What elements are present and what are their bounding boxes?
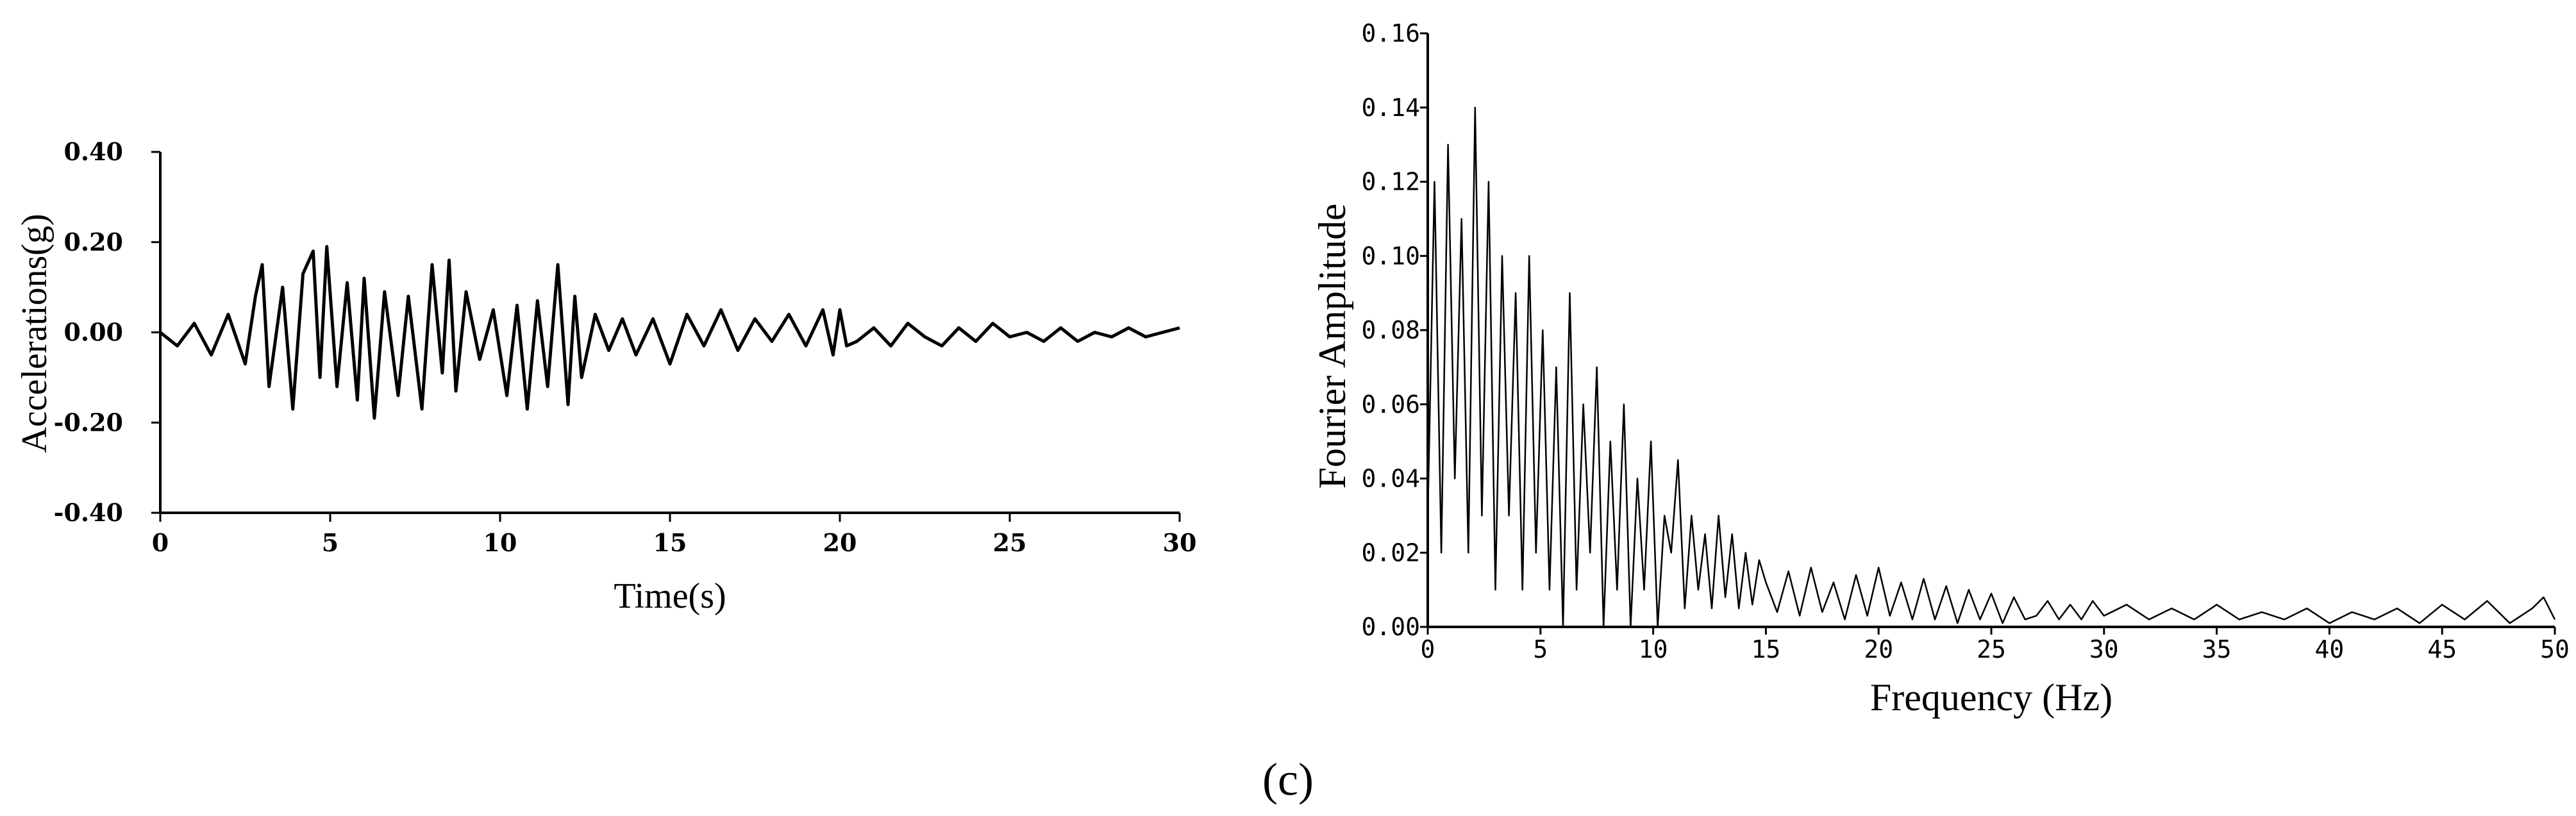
acceleration-time-history-chart: -0.40 -0.20 0.00 0.20 0.40 0 5 10 15 20 25 30 Time… [15,137,1196,616]
left-x-tick-label: 30 [1163,528,1197,557]
left-x-ticks: 0 5 10 15 20 25 30 [152,513,1197,557]
right-y-tick-label: 0.12 [1361,168,1420,196]
left-y-tick-label: 0.20 [63,228,123,256]
right-y-axis-label: Fourier Amplitude [1311,204,1353,489]
right-x-tick-label: 35 [2202,635,2232,663]
right-x-tick-label: 30 [2089,635,2119,663]
right-x-tick-label: 20 [1864,635,1893,663]
right-y-tick-label: 0.08 [1361,316,1420,344]
left-x-tick-label: 0 [152,528,169,557]
right-x-ticks: 0 5 10 15 20 25 30 35 40 45 50 [1421,627,2570,663]
left-x-axis-label: Time(s) [614,576,726,616]
right-x-tick-label: 10 [1639,635,1668,663]
right-y-tick-label: 0.10 [1361,242,1420,270]
right-y-tick-label: 0.00 [1361,613,1420,641]
right-y-ticks: 0.00 0.02 0.04 0.06 0.08 0.10 0.12 0.14 0.16 [1361,19,1428,641]
left-y-ticks: -0.40 -0.20 0.00 0.20 0.40 [54,137,160,527]
left-x-tick-label: 20 [823,528,857,557]
left-y-tick-label: -0.40 [54,498,123,527]
right-series-line [1426,106,2556,628]
right-y-tick-label: 0.16 [1361,19,1420,47]
right-y-tick-label: 0.02 [1361,538,1420,567]
left-x-tick-label: 15 [653,528,687,557]
right-x-tick-label: 45 [2427,635,2457,663]
right-x-tick-label: 25 [1977,635,2006,663]
right-y-tick-label: 0.14 [1361,94,1420,122]
left-y-tick-label: 0.40 [63,137,123,166]
left-x-tick-label: 10 [483,528,517,557]
right-x-tick-label: 50 [2540,635,2570,663]
left-y-tick-label: 0.00 [63,318,123,347]
right-x-tick-label: 5 [1533,635,1548,663]
right-y-tick-label: 0.06 [1361,390,1420,419]
right-y-tick-label: 0.04 [1361,465,1420,493]
left-y-axis-label: Accelerations(g) [15,213,54,453]
right-x-axis-label: Frequency (Hz) [1870,676,2112,719]
right-x-tick-label: 40 [2315,635,2345,663]
left-series-line [159,245,1180,420]
figure-caption: (c) [1262,754,1314,805]
left-y-tick-label: -0.20 [54,408,123,437]
left-x-tick-label: 25 [993,528,1027,557]
left-x-tick-label: 5 [322,528,339,557]
fourier-spectrum-chart: 0.00 0.02 0.04 0.06 0.08 0.10 0.12 0.14 0.16 0 5 1… [1311,19,2570,719]
right-x-tick-label: 0 [1421,635,1435,663]
right-x-tick-label: 15 [1752,635,1781,663]
